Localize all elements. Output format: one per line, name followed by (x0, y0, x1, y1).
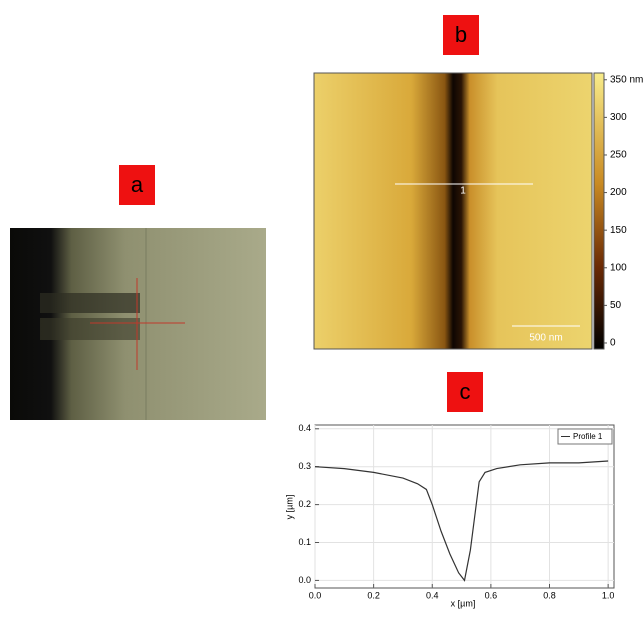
x-axis-label: x [µm] (451, 598, 476, 608)
colorbar-tick-label: 100 (610, 262, 627, 273)
colorbar-tick-label: 0 (610, 338, 616, 349)
x-tick-label: 0.6 (485, 590, 498, 600)
x-tick-label: 0.8 (543, 590, 556, 600)
label-box (119, 165, 155, 205)
panel-label: c (460, 379, 471, 404)
label-box (447, 372, 483, 412)
profile-label: 1 (460, 186, 466, 197)
y-tick-label: 0.1 (298, 537, 311, 547)
y-axis-label: y [µm] (284, 495, 294, 520)
colorbar-tick-label: 250 (610, 150, 627, 161)
colorbar-tick-label: 350 nm (610, 74, 643, 85)
colorbar (593, 72, 605, 350)
y-tick-label: 0.4 (298, 423, 311, 433)
plot-area (314, 424, 615, 589)
legend-label: Profile 1 (573, 432, 603, 441)
colorbar-tick-label: 50 (610, 300, 622, 311)
colorbar-tick-label: 300 (610, 112, 627, 123)
label-box (443, 15, 479, 55)
y-tick-label: 0.3 (298, 461, 311, 471)
profile-line (314, 460, 609, 582)
afm-image (313, 72, 593, 350)
legend-box (557, 428, 613, 445)
x-tick-label: 0.0 (309, 590, 322, 600)
panel-label: b (455, 22, 467, 47)
colorbar-tick-label: 200 (610, 187, 627, 198)
x-tick-label: 0.4 (426, 590, 439, 600)
x-tick-label: 0.2 (367, 590, 380, 600)
y-tick-label: 0.2 (298, 499, 311, 509)
y-tick-label: 0.0 (298, 575, 311, 585)
panel-label: a (131, 172, 144, 197)
trench (40, 318, 140, 340)
x-tick-label: 1.0 (602, 590, 615, 600)
trench (40, 293, 140, 313)
scale-bar-label: 500 nm (529, 333, 562, 344)
colorbar-tick-label: 150 (610, 225, 627, 236)
